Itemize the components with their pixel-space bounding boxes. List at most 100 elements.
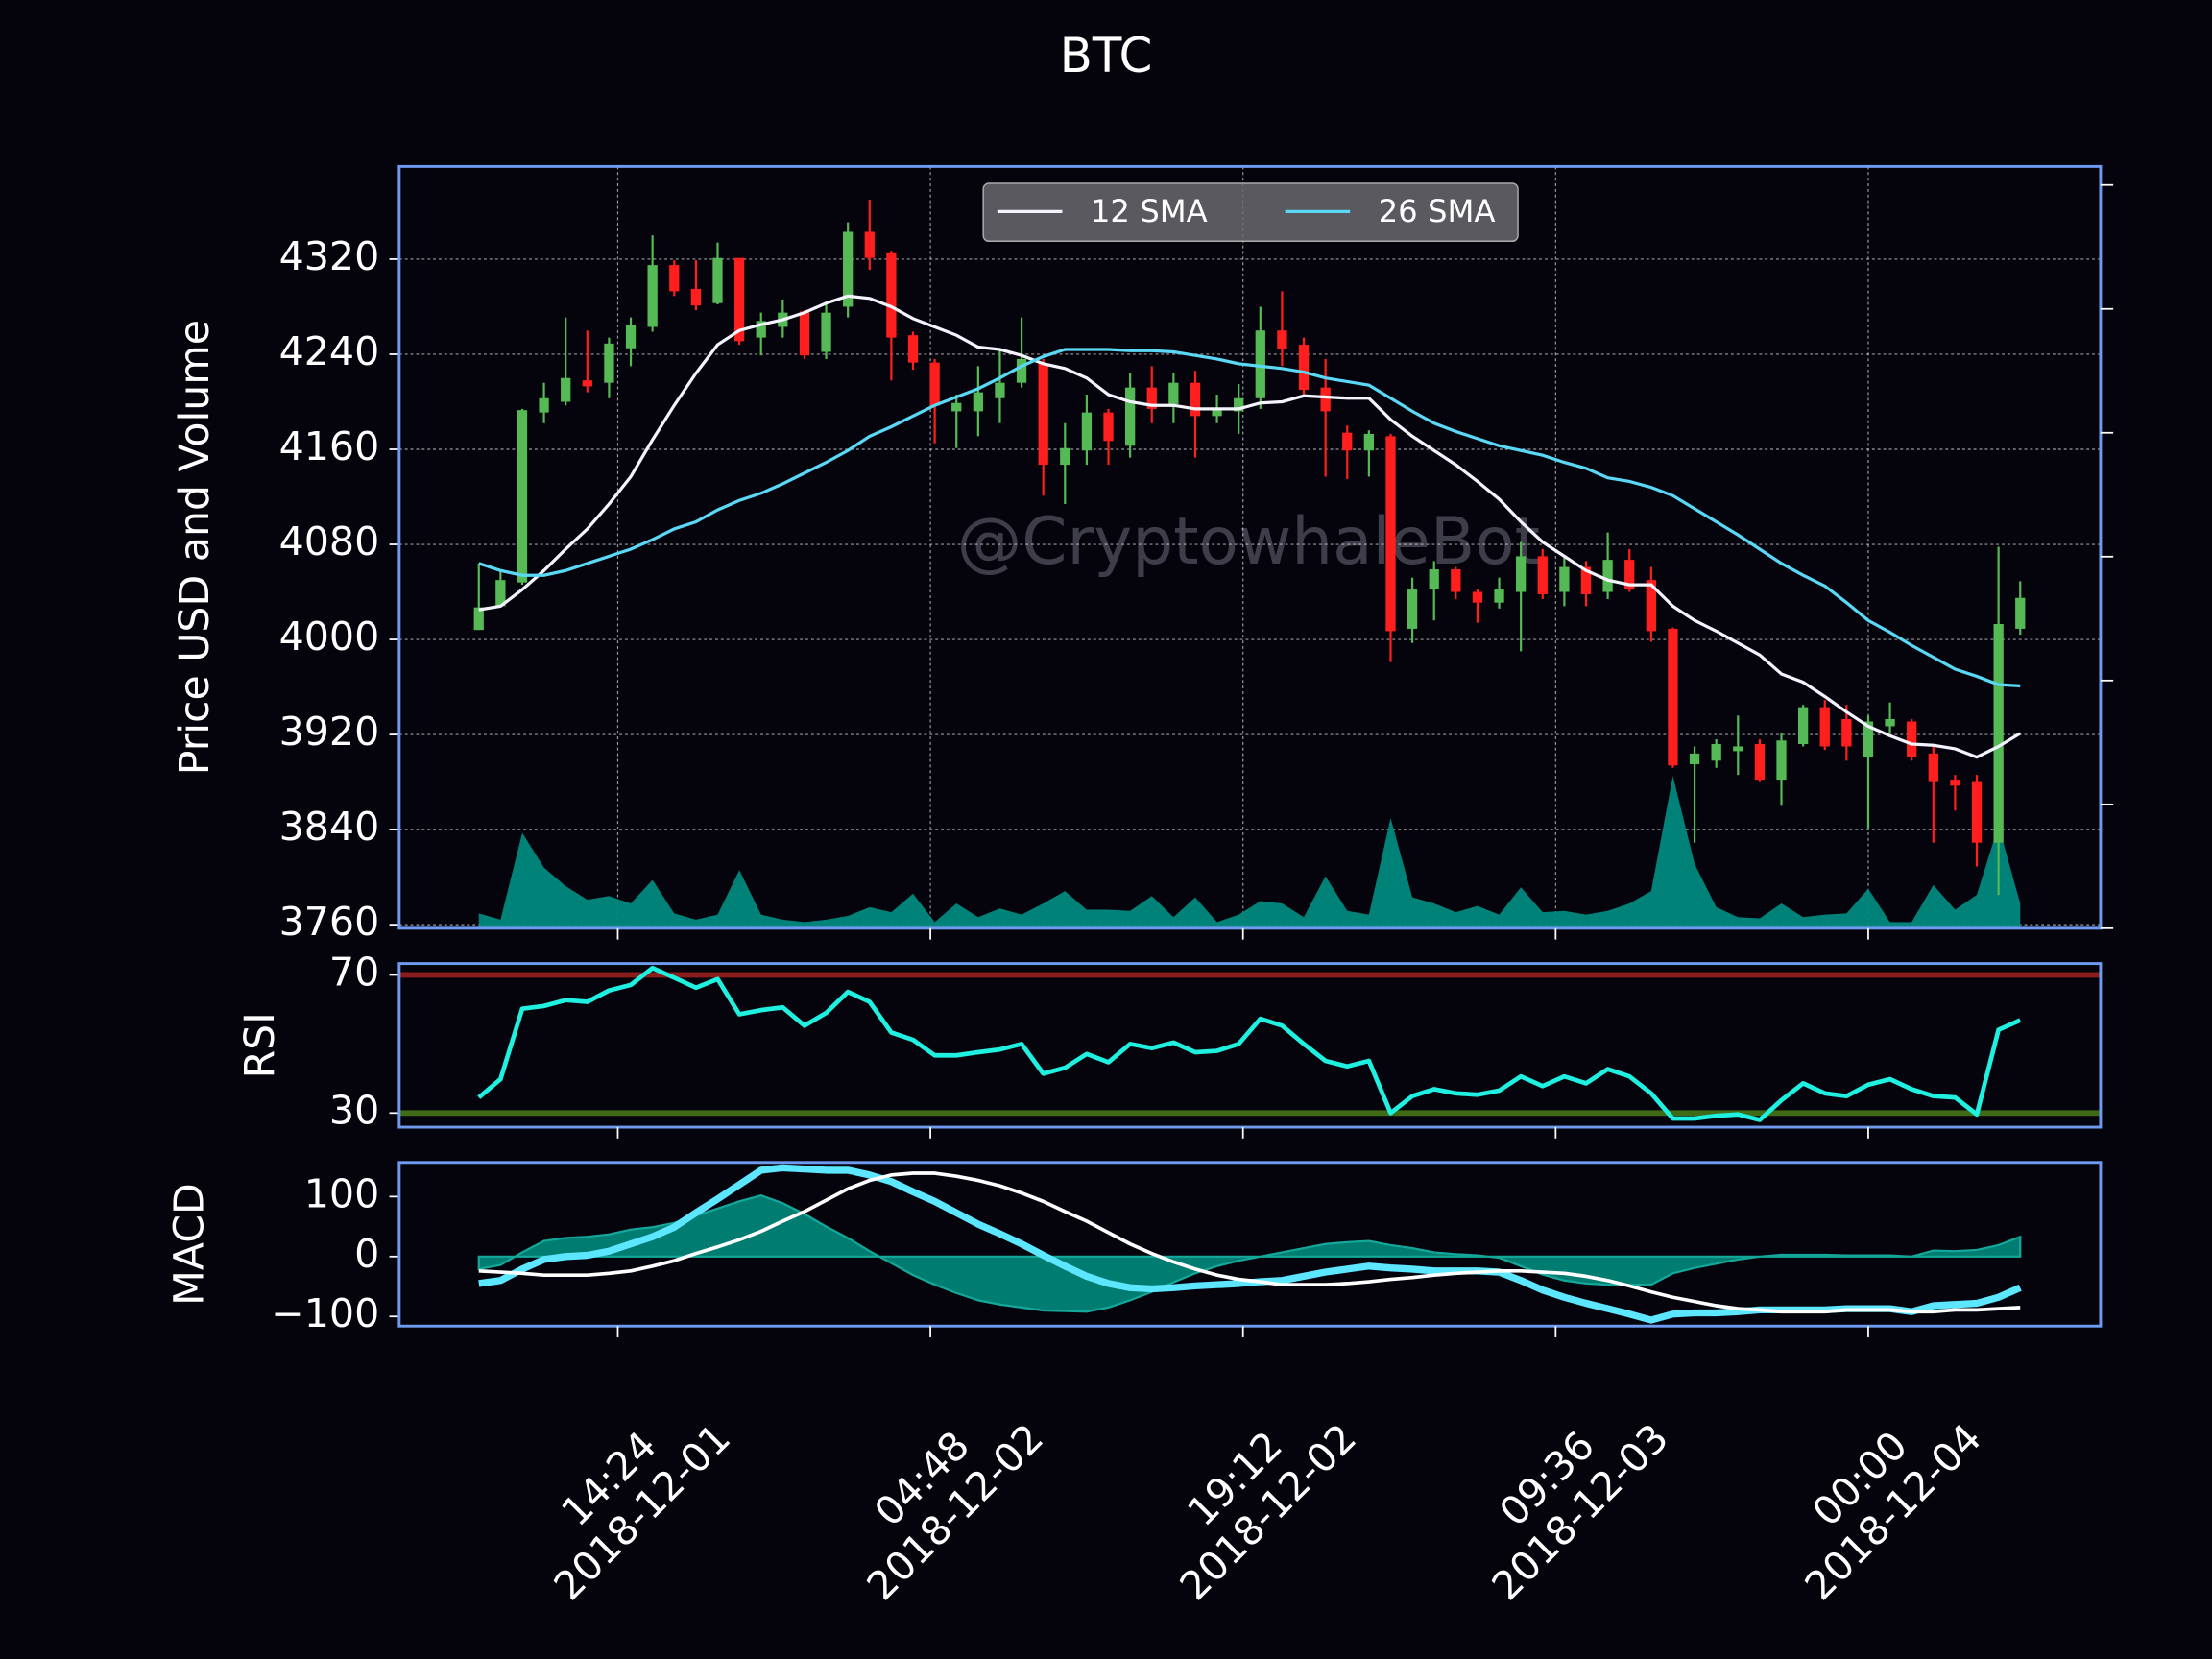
y-tick-label: 100: [304, 1170, 380, 1216]
candle-body: [886, 252, 897, 338]
candle-body: [1885, 718, 1895, 727]
candle-body: [929, 362, 940, 406]
candle-body: [1016, 358, 1027, 383]
candle-body: [1277, 330, 1287, 350]
candle-body: [1928, 753, 1938, 782]
candle-body: [733, 257, 745, 342]
candle-body: [1385, 436, 1396, 632]
y-axis-label: MACD: [165, 1183, 213, 1306]
candle-body: [1776, 740, 1787, 781]
y-tick-label: 4000: [279, 613, 380, 660]
y-axis-label: RSI: [236, 1012, 284, 1078]
candle-body: [864, 231, 875, 258]
indicator-line: [478, 1171, 2021, 1314]
candle-body: [1646, 580, 1656, 632]
indicator-line: [477, 965, 2022, 1122]
candle-body: [1559, 566, 1570, 592]
y-tick-label: 4320: [279, 233, 380, 279]
candle-body: [1320, 387, 1331, 412]
candle-body: [1971, 781, 1983, 843]
candle-body: [625, 325, 637, 349]
candle-body: [1342, 432, 1353, 451]
candle-body: [1580, 566, 1592, 595]
candle-body: [1146, 387, 1157, 409]
candle-body: [1797, 707, 1809, 744]
plot-frame: [397, 1161, 2103, 1328]
candle-body: [1081, 412, 1093, 451]
candle-body: [1754, 743, 1766, 781]
sma-line: [478, 348, 2021, 687]
candle-body: [1689, 753, 1700, 765]
candle-body: [517, 410, 528, 583]
candle-body: [647, 265, 658, 327]
candle-body: [1060, 447, 1070, 466]
candle-body: [1124, 387, 1136, 446]
candle-body: [1819, 707, 1830, 747]
candle-body: [1494, 589, 1504, 603]
candle-body: [582, 380, 592, 387]
candle-body: [973, 392, 983, 412]
y-tick-label: 3920: [279, 709, 380, 755]
y-tick-label: 0: [354, 1231, 379, 1277]
candle-body: [1863, 721, 1874, 757]
candle-body: [843, 231, 854, 307]
candle-body: [821, 312, 831, 352]
candle-body: [1841, 718, 1852, 747]
candle-body: [1190, 382, 1201, 417]
y-axis-label: Price USD and Volume: [171, 320, 219, 775]
candle-body: [1711, 743, 1721, 761]
candle-body: [712, 257, 723, 303]
candle-body: [1472, 591, 1483, 603]
candle-body: [995, 382, 1005, 398]
plot-frame: [397, 164, 2103, 930]
plot-frame: [397, 962, 2103, 1129]
y-tick-label: −100: [271, 1290, 379, 1336]
chart-title: BTC: [1060, 28, 1153, 84]
candle-body: [604, 343, 614, 383]
candle-body: [1451, 569, 1461, 592]
candle-body: [756, 321, 766, 338]
candle-body: [1537, 556, 1548, 595]
sma-line: [478, 294, 2022, 759]
candle-body: [907, 335, 919, 363]
candle-body: [1103, 412, 1114, 442]
candle-body: [690, 288, 702, 306]
candle-body: [1168, 382, 1179, 404]
volume-area: [478, 776, 2021, 928]
candle-body: [2015, 597, 2026, 629]
candle-body: [1950, 780, 1960, 786]
candle-body: [669, 265, 680, 292]
candle-body: [1363, 433, 1375, 451]
candle-body: [1255, 330, 1265, 398]
candle-body: [1602, 560, 1613, 592]
candle-body: [1298, 345, 1310, 391]
candle-body: [1429, 569, 1439, 590]
candle-body: [561, 377, 571, 402]
candle-body: [1668, 628, 1678, 766]
candle-body: [539, 397, 549, 413]
watermark: @CryptowhaleBot: [957, 503, 1540, 579]
candle-body: [799, 311, 810, 356]
candle-body: [1993, 623, 2004, 843]
candle-body: [1407, 589, 1418, 629]
candle-body: [1212, 408, 1222, 417]
y-tick-label: 70: [329, 949, 379, 995]
candle-body: [951, 402, 962, 412]
y-tick-label: 4240: [279, 328, 380, 374]
y-tick-label: 4160: [279, 423, 380, 469]
y-tick-label: 3760: [279, 899, 380, 945]
candle-body: [1234, 397, 1244, 412]
y-tick-label: 3840: [279, 804, 380, 850]
legend-label: 12 SMA: [1091, 193, 1208, 229]
y-tick-label: 30: [329, 1087, 379, 1133]
candle-body: [1624, 560, 1635, 590]
candle-body: [495, 580, 506, 607]
legend-label: 26 SMA: [1379, 193, 1496, 229]
candle-body: [473, 607, 484, 631]
histogram-area: [477, 1193, 2022, 1313]
candle-body: [1038, 363, 1048, 466]
candle-body: [1907, 721, 1917, 757]
y-tick-label: 4080: [279, 518, 380, 565]
